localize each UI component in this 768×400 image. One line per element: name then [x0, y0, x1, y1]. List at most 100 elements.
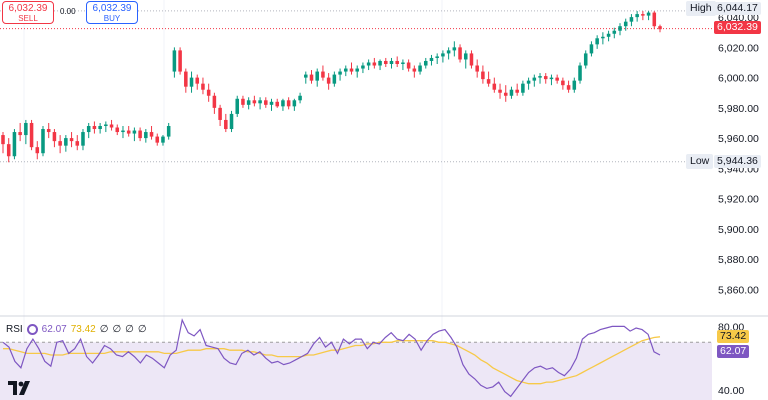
candle-body-95 [543, 76, 548, 80]
candle-body-18 [104, 124, 108, 126]
candle-body-54 [309, 74, 314, 81]
rsi-extra-3: ∅ [125, 324, 134, 335]
candle-body-32 [184, 71, 188, 87]
candle-body-74 [423, 60, 428, 66]
candle-body-42 [241, 98, 245, 105]
candle-body-61 [349, 68, 354, 72]
rsi-ma-tag: 73.42 [717, 330, 750, 343]
candle-body-55 [315, 71, 319, 81]
candle-body-99 [566, 85, 571, 90]
candle-body-86 [492, 83, 497, 90]
candle-body-79 [452, 47, 457, 51]
tradingview-logo-icon [8, 381, 30, 395]
candle-body-91 [521, 83, 525, 93]
rsi-extra-4: ∅ [137, 324, 147, 335]
candle-body-51 [292, 100, 297, 107]
candle-body-6 [35, 147, 40, 154]
rsi-extra-1: ∅ [99, 324, 109, 335]
rsi-line [2, 318, 661, 398]
candle-body-69 [395, 60, 399, 64]
candle-body-62 [355, 68, 359, 72]
candle-body-114 [652, 12, 657, 27]
candle-body-38 [218, 107, 222, 120]
candle-body-9 [52, 132, 57, 142]
candle-body-33 [189, 77, 194, 87]
candle-body-87 [498, 89, 502, 93]
candle-body-90 [515, 89, 519, 93]
rsi-legend[interactable]: RSI 62.07 73.42 ∅ ∅ ∅ ∅ [6, 324, 147, 335]
candle-body-46 [264, 100, 268, 105]
candle-body-25 [144, 132, 148, 139]
candle-body-63 [361, 65, 365, 69]
last-price-tag: 6,032.39 [714, 21, 761, 34]
candle-body-115 [658, 26, 662, 30]
candle-body-109 [623, 21, 628, 27]
candle-body-104 [595, 38, 599, 45]
candle-body-58 [332, 74, 337, 84]
candle-body-112 [641, 14, 645, 16]
price-tick-label-8: 6,020.00 [718, 42, 759, 54]
price-tick-label-5: 5,960.00 [718, 133, 759, 145]
candle-body-56 [321, 71, 325, 78]
candle-body-102 [583, 53, 588, 66]
candle-body-73 [418, 65, 422, 72]
candle-body-78 [446, 50, 451, 54]
candle-body-57 [326, 77, 331, 84]
candle-body-15 [86, 126, 91, 133]
rsi-label: RSI [6, 324, 23, 335]
candle-body-80 [458, 47, 462, 60]
candle-body-17 [98, 126, 102, 130]
candle-body-59 [338, 71, 342, 75]
candle-body-22 [126, 130, 131, 134]
candle-body-66 [378, 60, 382, 66]
candle-body-60 [344, 68, 348, 72]
candle-body-107 [612, 30, 617, 34]
candle-body-21 [121, 130, 125, 133]
candle-body-2 [12, 132, 17, 157]
spread-value: 0.00 [60, 7, 76, 16]
candle-body-39 [224, 119, 228, 130]
candle-body-83 [475, 65, 479, 72]
candle-body-28 [161, 136, 165, 143]
rsi-extra-2: ∅ [112, 324, 122, 335]
settings-icon[interactable] [26, 324, 38, 335]
price-tick-label-1: 5,880.00 [718, 254, 759, 266]
candle-body-113 [646, 12, 651, 16]
candle-body-96 [549, 77, 554, 80]
candle-body-108 [618, 26, 622, 31]
candle-body-93 [532, 77, 537, 81]
sell-label: SELL [18, 14, 38, 23]
sell-button[interactable]: 6,032.39 SELL [2, 1, 54, 24]
candle-body-101 [578, 65, 582, 81]
candle-body-70 [401, 62, 405, 64]
candle-body-53 [304, 74, 308, 78]
price-tick-label-7: 6,000.00 [718, 73, 759, 85]
candle-body-13 [75, 141, 80, 146]
candle-body-5 [29, 122, 34, 148]
candle-body-68 [389, 60, 394, 64]
candle-body-7 [41, 129, 45, 154]
candle-body-40 [229, 113, 234, 130]
high-marker-value: 6,044.17 [714, 2, 761, 15]
candle-body-35 [201, 83, 205, 90]
candle-body-105 [601, 36, 605, 39]
candle-body-76 [435, 56, 439, 58]
candle-body-48 [275, 101, 279, 107]
candle-body-12 [69, 138, 74, 142]
candle-body-26 [149, 132, 154, 137]
candle-body-98 [561, 80, 565, 86]
buy-button[interactable]: 6,032.39 BUY [86, 1, 138, 24]
high-marker-label: High [686, 1, 716, 16]
candle-body-89 [509, 89, 514, 96]
rsi-value-tag: 62.07 [717, 345, 750, 358]
price-tick-label-3: 5,920.00 [718, 194, 759, 206]
low-marker-value: 5,944.36 [714, 155, 761, 168]
candle-body-30 [172, 50, 177, 72]
candle-body-84 [481, 71, 485, 80]
candle-body-64 [366, 62, 371, 66]
buy-label: BUY [103, 14, 121, 23]
buy-price: 6,032.39 [92, 3, 132, 14]
candle-body-100 [572, 80, 577, 90]
